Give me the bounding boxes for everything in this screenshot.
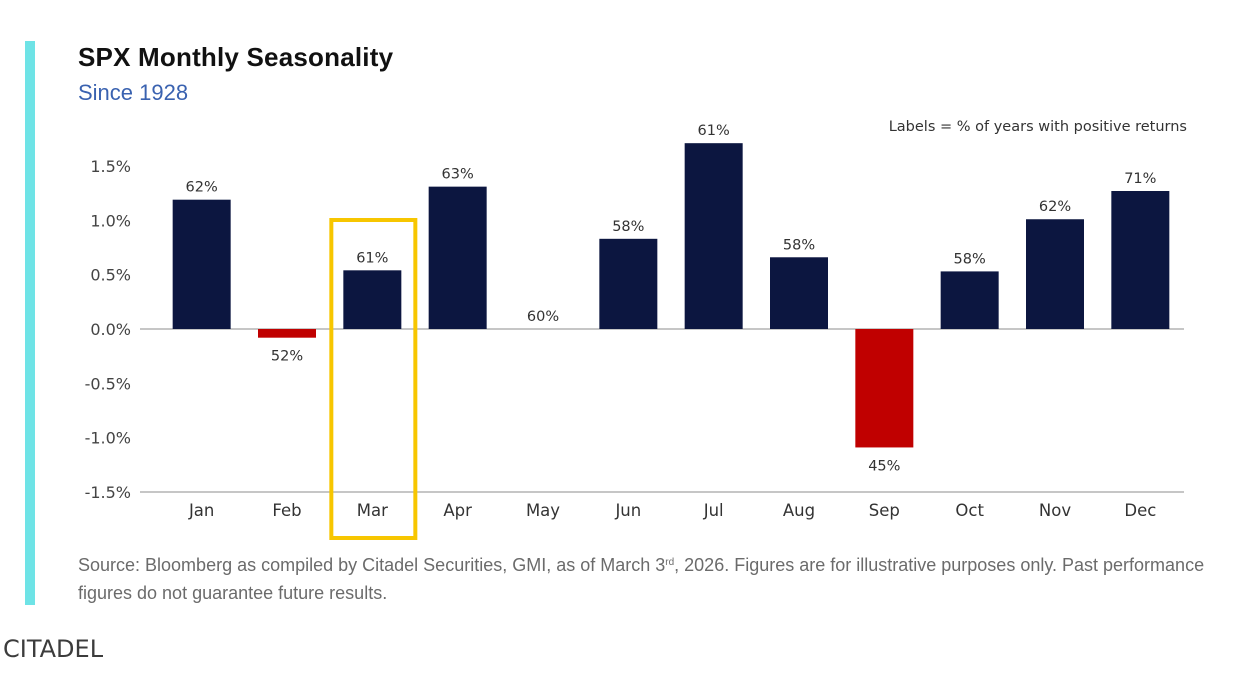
y-tick-label: 1.5% (90, 157, 131, 176)
x-tick-label-jul: Jul (703, 501, 724, 520)
bar-apr (428, 186, 487, 329)
data-label-nov: 62% (1039, 199, 1071, 215)
source-prefix: Source: Bloomberg as compiled by Citadel… (78, 555, 666, 575)
bar-jan (172, 199, 231, 329)
data-label-oct: 58% (954, 251, 986, 267)
data-label-feb: 52% (271, 349, 303, 365)
y-tick-label: -1.0% (85, 429, 131, 448)
x-tick-label-apr: Apr (443, 501, 472, 520)
data-label-jun: 58% (612, 219, 644, 235)
x-tick-label-aug: Aug (783, 501, 815, 520)
x-tick-label-jun: Jun (614, 501, 641, 520)
x-axis-ticks: Jan Feb Mar Apr May Jun Jul Aug Sep Oct Nov Dec (188, 501, 1156, 520)
chart-title: SPX Monthly Seasonality (78, 42, 394, 72)
x-tick-label-oct: Oct (955, 501, 984, 520)
bar-sep (855, 329, 914, 448)
bar-mar (343, 270, 402, 329)
x-tick-label-dec: Dec (1124, 501, 1156, 520)
highlight-box (329, 218, 418, 540)
x-tick-label-nov: Nov (1039, 501, 1071, 520)
data-label-jan: 62% (186, 180, 218, 196)
x-tick-label-mar: Mar (357, 501, 388, 520)
bar-dec (1111, 190, 1170, 329)
data-labels: 62% 52% 61% 63% 60% 58% 61% 58% 45% 58% 62% 71% (186, 123, 1157, 474)
bars (172, 143, 1170, 448)
data-label-may: 60% (527, 309, 559, 325)
data-label-aug: 58% (783, 237, 815, 253)
data-label-mar: 61% (356, 250, 388, 266)
y-tick-label: 0.5% (90, 266, 131, 285)
x-tick-label-jan: Jan (188, 501, 214, 520)
x-tick-label-sep: Sep (869, 501, 900, 520)
data-label-dec: 71% (1124, 171, 1156, 187)
brand-logo-text: CITADEL (3, 635, 104, 663)
data-label-jul: 61% (698, 123, 730, 139)
x-tick-label-may: May (526, 501, 560, 520)
source-suffix: , 2026. Figures are for illustrative pur… (78, 555, 1205, 603)
data-label-sep: 45% (868, 458, 900, 474)
chart-subtitle: Since 1928 (78, 80, 189, 105)
bar-oct (940, 271, 999, 329)
source-superscript: rd (665, 557, 675, 568)
y-tick-label: -0.5% (85, 374, 131, 393)
bar-aug (770, 257, 828, 329)
chart-annotation: Labels = % of years with positive return… (888, 119, 1187, 135)
bar-feb (258, 329, 316, 338)
y-tick-label: -1.5% (85, 483, 131, 502)
y-axis-ticks: 1.5% 1.0% 0.5% 0.0% -0.5% -1.0% -1.5% (85, 157, 131, 502)
bar-nov (1026, 219, 1084, 329)
y-tick-label: 0.0% (90, 320, 131, 339)
y-tick-label: 1.0% (90, 211, 131, 230)
x-tick-label-feb: Feb (272, 501, 301, 520)
source-note: Source: Bloomberg as compiled by Citadel… (78, 551, 1228, 607)
bar-jul (684, 143, 743, 329)
data-label-apr: 63% (442, 167, 474, 183)
bar-jun (599, 238, 658, 329)
accent-bar (25, 41, 35, 605)
